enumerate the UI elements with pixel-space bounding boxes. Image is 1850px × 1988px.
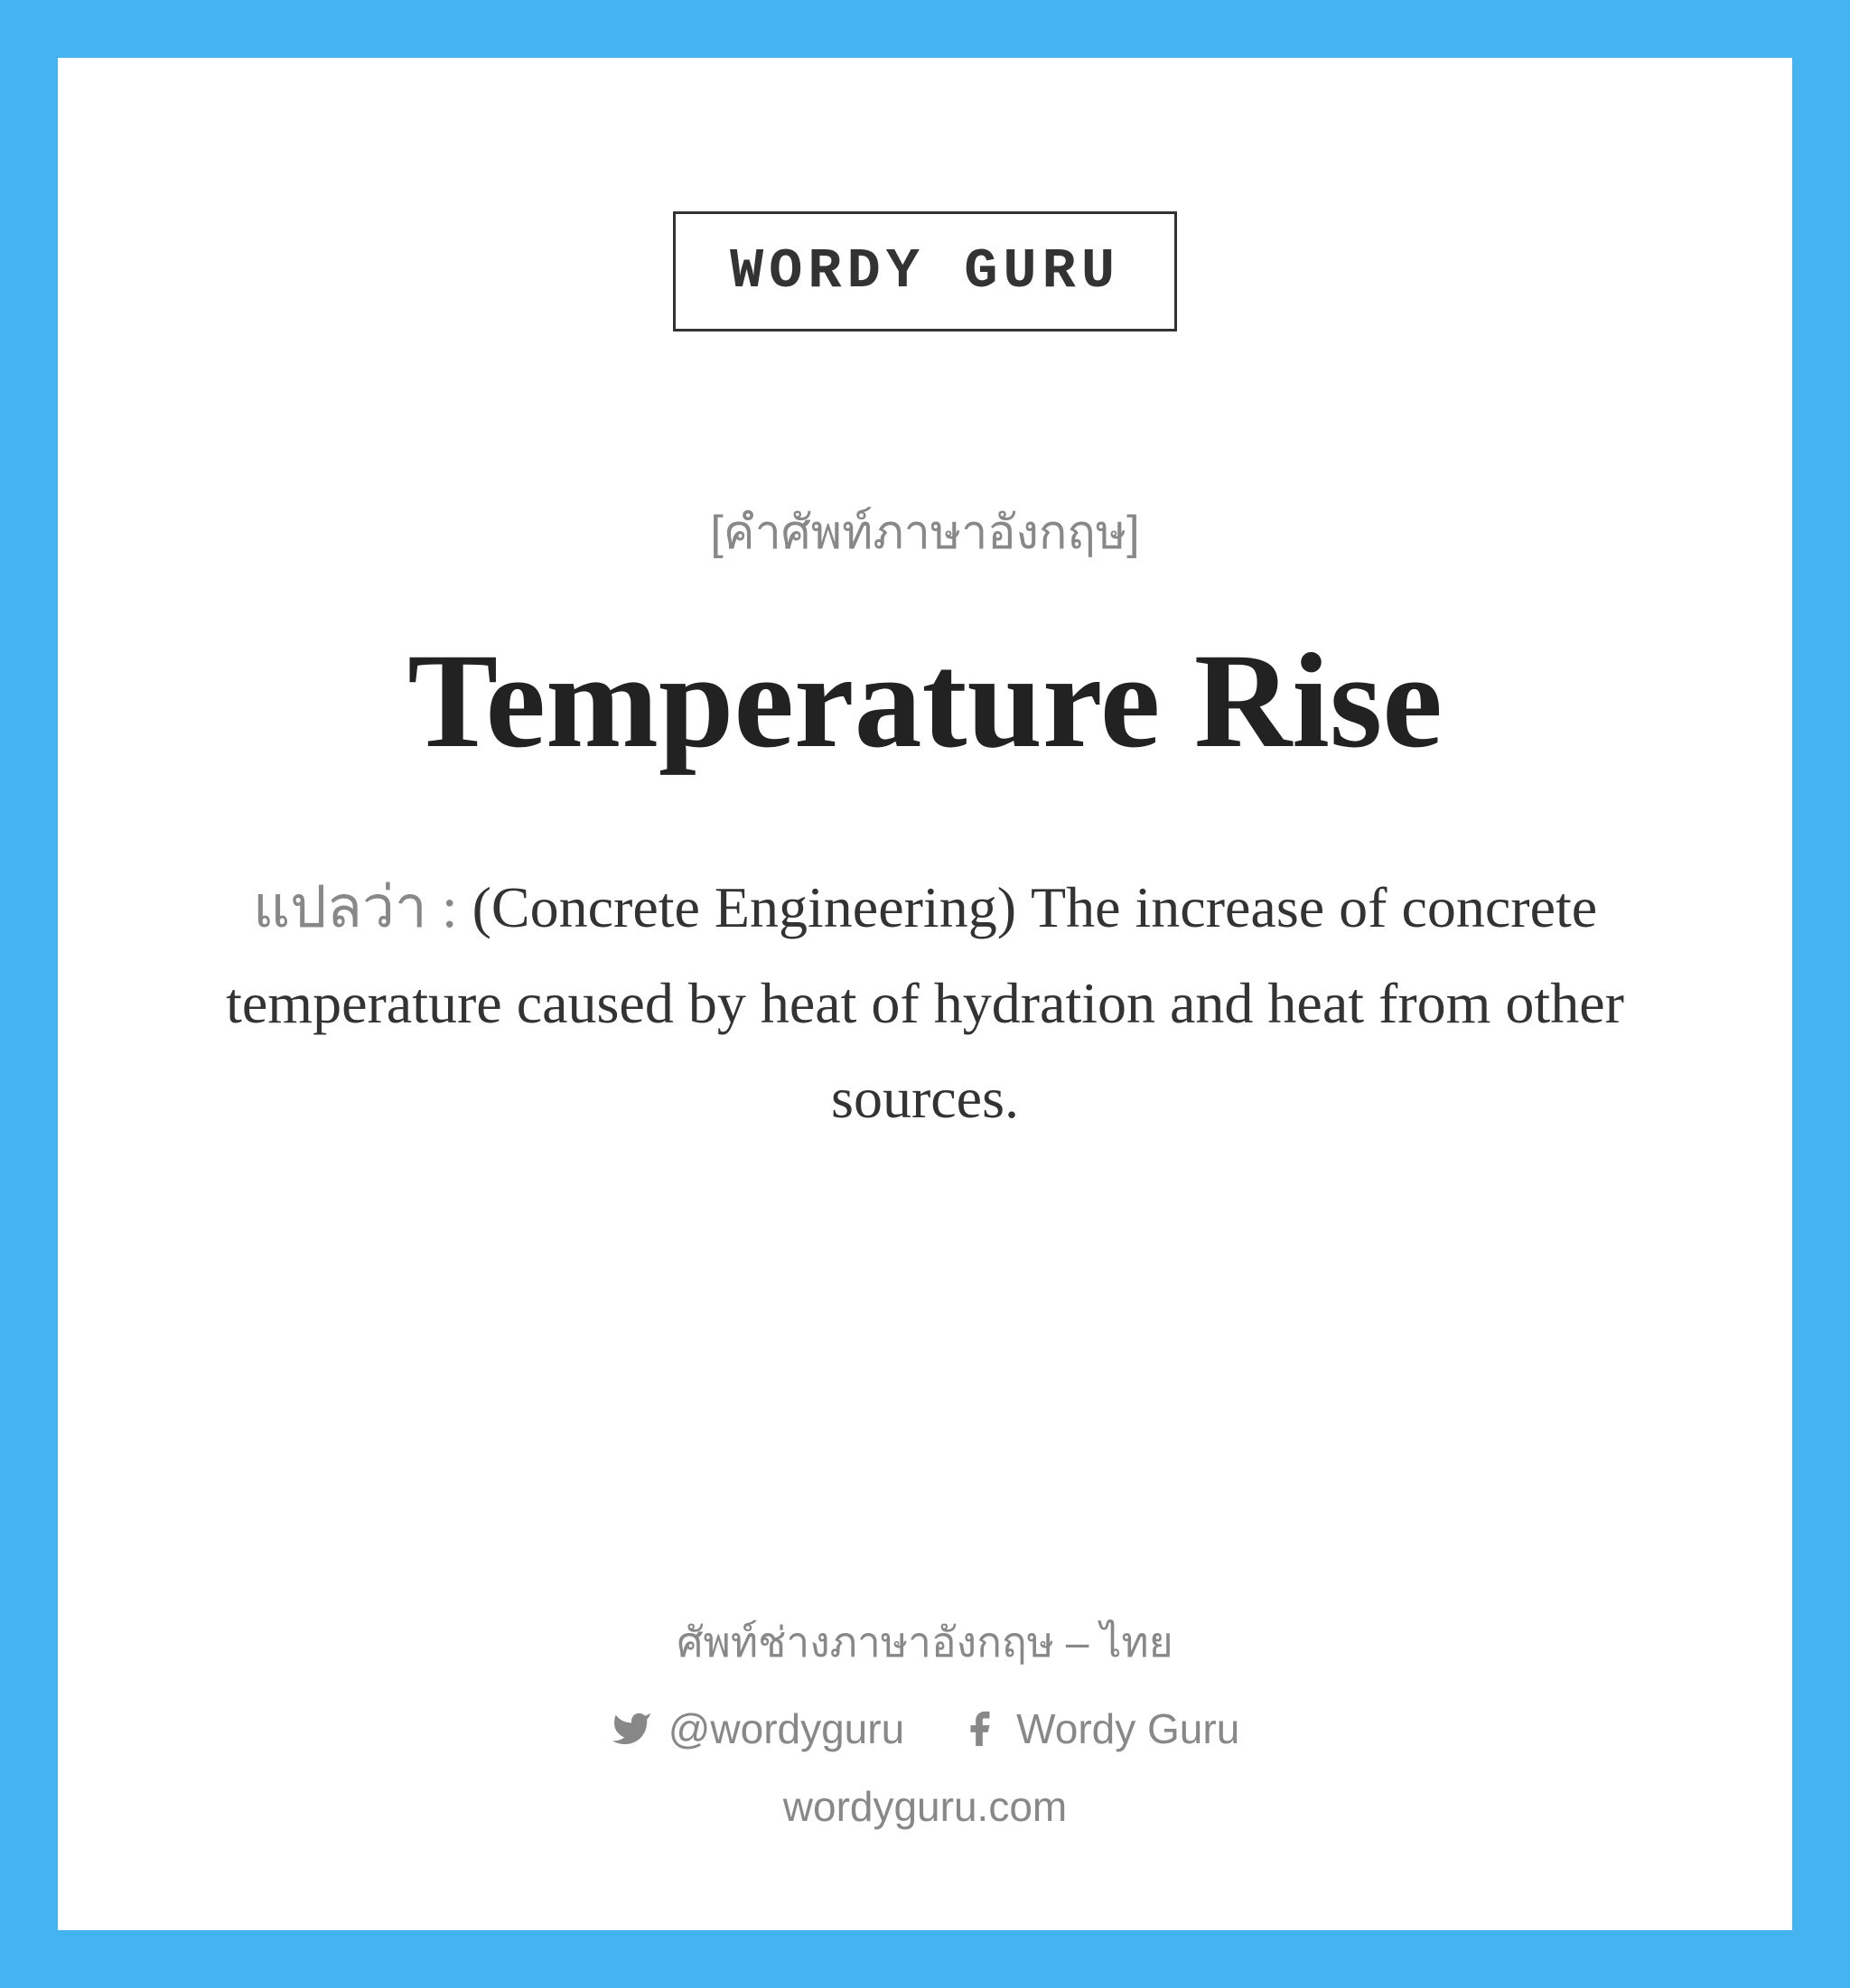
logo-text: WORDY GURU [730, 239, 1120, 303]
twitter-link[interactable]: @wordyguru [611, 1704, 904, 1753]
twitter-icon [611, 1708, 652, 1750]
socials-row: @wordyguru Wordy Guru [611, 1704, 1240, 1753]
facebook-link[interactable]: Wordy Guru [958, 1704, 1239, 1753]
facebook-icon [958, 1708, 1000, 1750]
term-title: Temperature Rise [407, 623, 1443, 779]
facebook-name: Wordy Guru [1016, 1704, 1239, 1753]
logo-box: WORDY GURU [673, 211, 1177, 331]
definition-prefix: แปลว่า : [253, 875, 472, 939]
footer: ศัพท์ช่างภาษาอังกฤษ – ไทย @wordyguru Wor… [58, 1610, 1792, 1831]
card: WORDY GURU [คำศัพท์ภาษาอังกฤษ] Temperatu… [58, 58, 1792, 1930]
definition: แปลว่า : (Concrete Engineering) The incr… [157, 860, 1693, 1146]
footer-title: ศัพท์ช่างภาษาอังกฤษ – ไทย [677, 1610, 1173, 1675]
website-link[interactable]: wordyguru.com [783, 1782, 1067, 1831]
category-label: [คำศัพท์ภาษาอังกฤษ] [710, 494, 1139, 569]
twitter-handle: @wordyguru [668, 1704, 904, 1753]
